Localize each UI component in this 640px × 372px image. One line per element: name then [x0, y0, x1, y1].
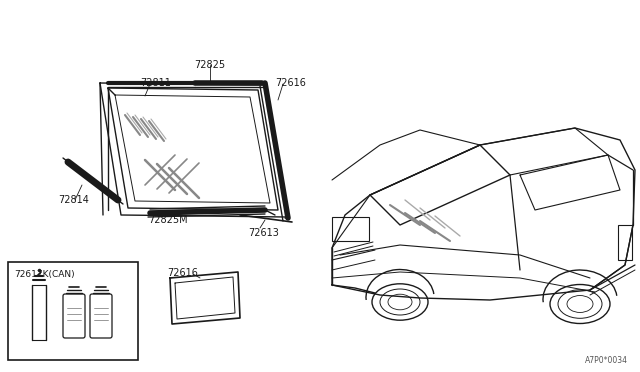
Ellipse shape — [567, 295, 593, 312]
Text: 72825: 72825 — [195, 60, 225, 70]
Text: 72613: 72613 — [248, 228, 279, 238]
Text: A7P0*0034: A7P0*0034 — [585, 356, 628, 365]
Text: 72825M: 72825M — [148, 215, 188, 225]
FancyBboxPatch shape — [618, 225, 632, 260]
Ellipse shape — [372, 284, 428, 320]
Text: 72814: 72814 — [58, 195, 89, 205]
Text: 72616: 72616 — [168, 268, 198, 278]
FancyBboxPatch shape — [332, 217, 369, 241]
Text: 72811: 72811 — [140, 78, 171, 88]
Bar — [8, 262, 138, 360]
Ellipse shape — [388, 294, 412, 310]
Ellipse shape — [380, 289, 420, 315]
Ellipse shape — [558, 290, 602, 318]
FancyBboxPatch shape — [90, 294, 112, 338]
Text: 72616: 72616 — [275, 78, 306, 88]
Text: 72617K(CAN): 72617K(CAN) — [14, 270, 75, 279]
FancyBboxPatch shape — [63, 294, 85, 338]
Ellipse shape — [550, 285, 610, 324]
